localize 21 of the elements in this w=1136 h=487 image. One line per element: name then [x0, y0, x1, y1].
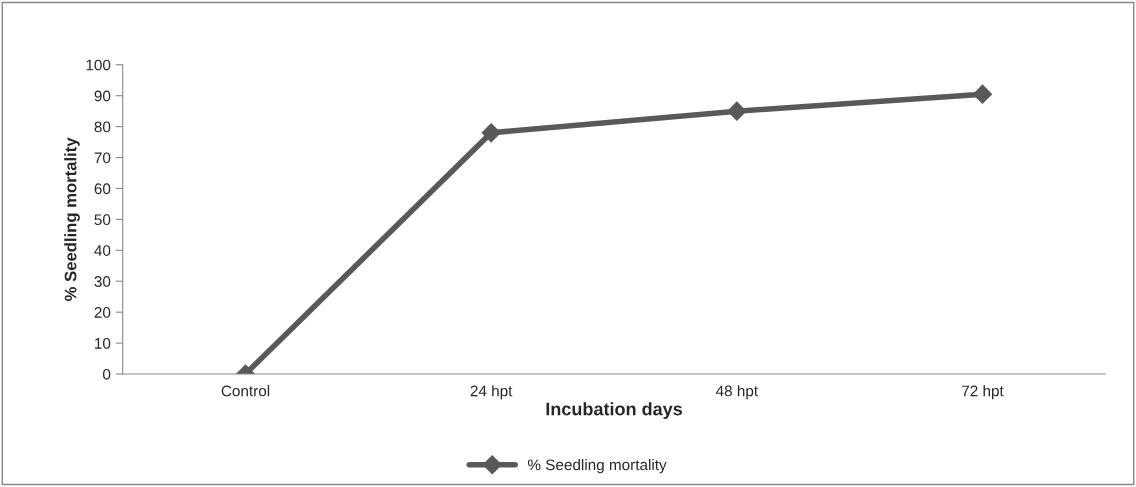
x-tick-label: 48 hpt	[715, 385, 758, 400]
x-tick-label: Control	[221, 385, 270, 397]
y-axis-title: % Seedling mortality	[64, 137, 80, 301]
y-tick-label: 40	[94, 245, 111, 256]
y-tick-label: 80	[94, 121, 111, 133]
y-tick-label: 30	[94, 276, 111, 287]
y-tick-label: 100	[86, 59, 111, 71]
point	[727, 101, 747, 121]
y-tick-label: 0	[102, 368, 111, 380]
y-tick-label: 90	[94, 90, 111, 102]
x-tick-label: 72 hpt	[962, 385, 1004, 400]
y-tick-label: 60	[94, 183, 111, 195]
y-tick-label: 10	[95, 337, 111, 349]
point	[481, 122, 501, 143]
y-tick-label: 20	[94, 307, 111, 318]
y-tick-label: 50	[94, 214, 111, 226]
x-tick-label: 24 hpt	[470, 385, 513, 400]
point	[972, 84, 993, 104]
legend-label: % Seedling mortality	[527, 459, 667, 474]
y-tick-label: 70	[94, 152, 111, 164]
x-axis-title: Incubation days	[546, 402, 682, 419]
